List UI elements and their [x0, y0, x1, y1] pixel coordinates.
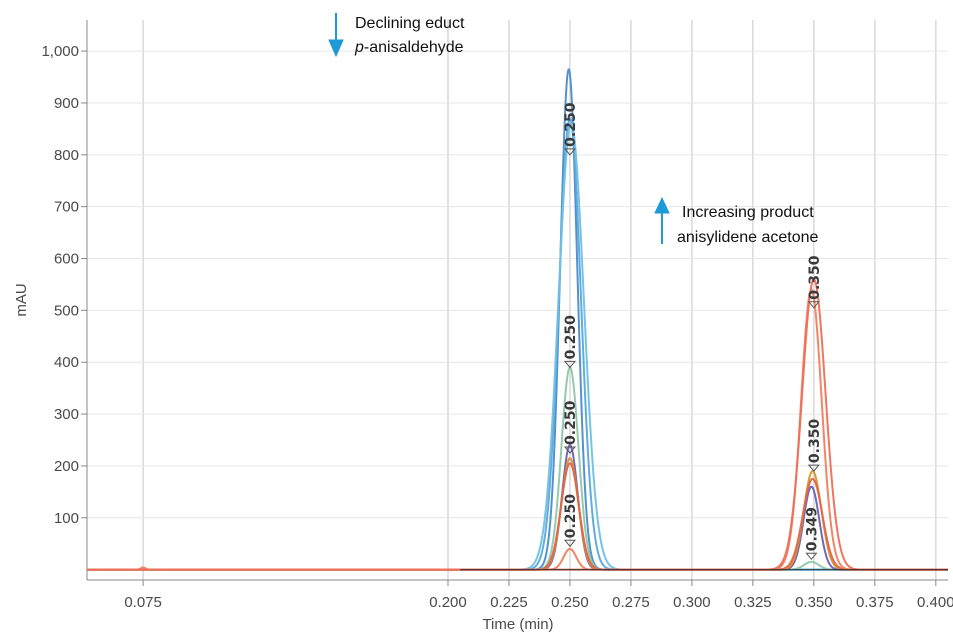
peak-marker-2 [563, 446, 577, 454]
y-axis-title: mAU [13, 283, 30, 316]
annotation-educt-rest: -anisaldehyde [364, 39, 464, 56]
x-tick-label-4: 0.275 [612, 594, 650, 611]
x-axis-ticks: 0.075 0.200 0.225 0.250 0.275 0.300 0.325 0.350… [124, 580, 953, 611]
x-tick-label-5: 0.300 [673, 594, 711, 611]
y-tick-label-4: 500 [54, 302, 79, 319]
peak-label-5: 0.350 [807, 419, 823, 464]
axes [86, 20, 948, 581]
peak-marker-3 [563, 539, 577, 548]
x-axis-title: Time (min) [482, 616, 553, 633]
x-tick-label-7: 0.350 [795, 594, 833, 611]
peak-label-0: 0.250 [563, 102, 579, 147]
peak-label-1: 0.250 [563, 315, 579, 360]
annotation-educt-italic: p [354, 39, 364, 56]
annotation-educt-line1: Declining educt [355, 15, 465, 32]
y-tick-label-8: 900 [54, 95, 79, 112]
peak-label-2: 0.250 [563, 400, 579, 445]
peak-labels: 0.250 0.250 0.250 0.250 0.350 0.350 0.349 [563, 102, 823, 561]
peak-marker-5 [807, 464, 820, 472]
peak-marker-4 [807, 301, 820, 309]
annotations: Declining educt p-anisaldehyde Increasin… [328, 13, 819, 246]
y-tick-label-6: 700 [54, 199, 79, 216]
down-arrowhead-icon [328, 39, 344, 58]
peak-label-4: 0.350 [807, 255, 823, 300]
y-tick-label-0: 100 [54, 510, 79, 527]
up-arrowhead-icon [654, 196, 670, 214]
y-tick-label-2: 300 [54, 406, 79, 423]
series-lines [86, 68, 949, 571]
y-tick-label-3: 400 [54, 354, 79, 371]
annotation-product-line2: anisylidene acetone [677, 229, 819, 246]
x-tick-label-8: 0.375 [856, 594, 894, 611]
x-tick-label-6: 0.325 [734, 594, 772, 611]
x-tick-label-9: 0.400 [917, 594, 953, 611]
peak-label-3: 0.250 [563, 494, 579, 539]
y-tick-label-9: 1,000 [41, 43, 79, 60]
x-tick-label-1: 0.200 [429, 594, 467, 611]
y-tick-label-1: 200 [54, 458, 79, 475]
peak-marker-6 [805, 552, 818, 561]
annotation-educt-line2: p-anisaldehyde [354, 39, 464, 56]
x-tick-label-3: 0.250 [551, 594, 589, 611]
x-tick-label-0: 0.075 [124, 594, 162, 611]
annotation-product-line1: Increasing product [682, 204, 814, 221]
peak-label-6: 0.349 [804, 507, 820, 551]
y-tick-label-7: 800 [54, 147, 79, 164]
peak-marker-1 [563, 360, 577, 369]
x-tick-label-2: 0.225 [490, 594, 528, 611]
peak-marker-0 [563, 148, 577, 156]
y-axis-ticks: 100 200 300 400 500 600 700 800 900 1,000 [41, 43, 87, 527]
y-tick-label-5: 600 [54, 251, 79, 268]
